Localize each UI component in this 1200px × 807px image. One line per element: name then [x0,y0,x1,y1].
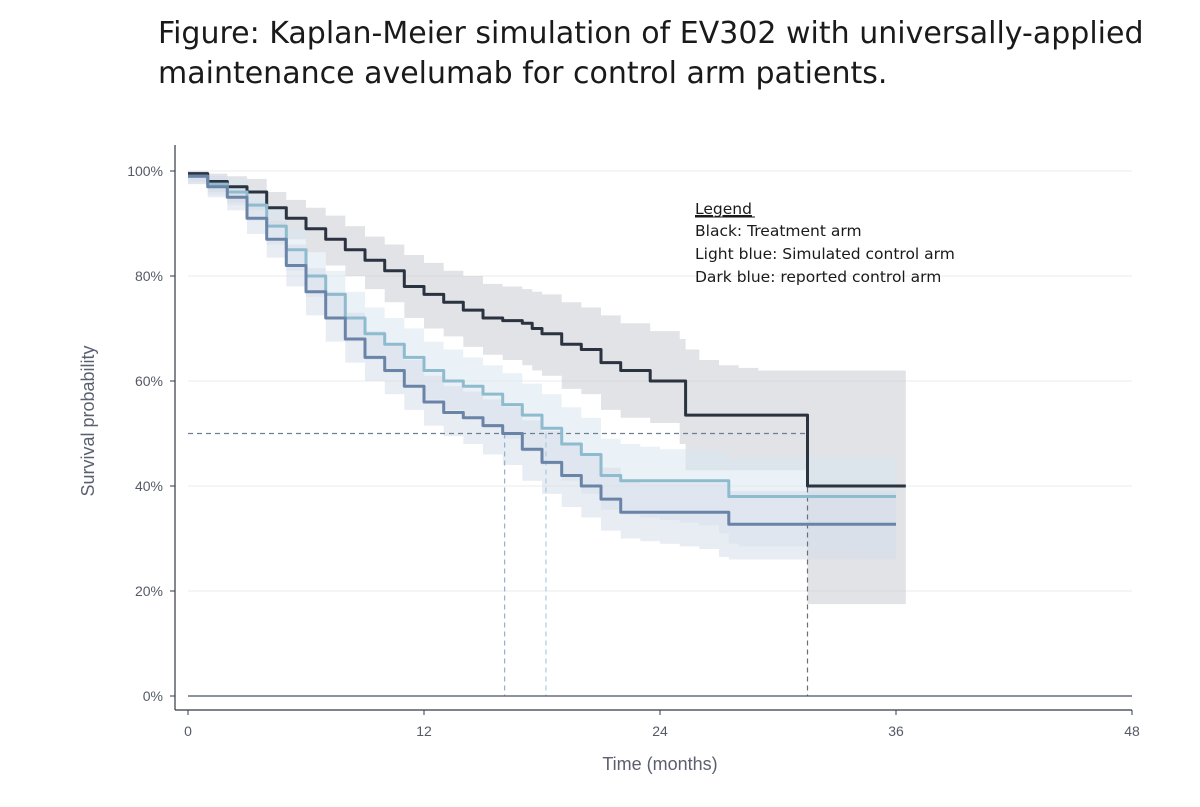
survival-curves [188,172,906,526]
y-tick-label: 100% [127,163,163,179]
legend: Legend Black: Treatment arm Light blue: … [695,200,955,286]
x-tick-label: 24 [652,723,668,739]
survival-curve-reported [188,174,896,526]
y-tick-label: 0% [143,688,163,704]
legend-entry-treatment: Black: Treatment arm [695,222,862,240]
survival-curve-treatment [188,172,906,488]
figure-title-line-2: maintenance avelumab for control arm pat… [158,56,888,91]
x-axis-title: Time (months) [602,754,717,774]
tick-labels: 0% 20% 40% 60% 80% 100% 0 12 24 36 48 [127,163,1140,739]
x-tick-label: 0 [184,723,192,739]
legend-title: Legend [695,200,752,218]
legend-entry-simulated: Light blue: Simulated control arm [695,245,955,263]
x-tick-label: 48 [1124,723,1140,739]
x-tick-label: 36 [888,723,904,739]
survival-curve-simulated [188,174,896,498]
y-tick-label: 20% [135,583,163,599]
figure-title-line-1: Figure: Kaplan-Meier simulation of EV302… [158,16,1144,51]
confidence-band-reported [188,171,896,560]
legend-entry-reported: Dark blue: reported control arm [695,268,941,286]
y-tick-label: 40% [135,478,163,494]
confidence-band-simulated [188,171,896,557]
y-tick-label: 80% [135,268,163,284]
x-tick-label: 12 [416,723,432,739]
figure-title: Figure: Kaplan-Meier simulation of EV302… [158,14,1158,94]
median-reference-lines [188,432,809,696]
y-tick-label: 60% [135,373,163,389]
confidence-bands [188,171,906,605]
axes [174,145,1132,711]
confidence-band-treatment [188,171,906,605]
y-axis-title: Survival probability [78,345,98,496]
